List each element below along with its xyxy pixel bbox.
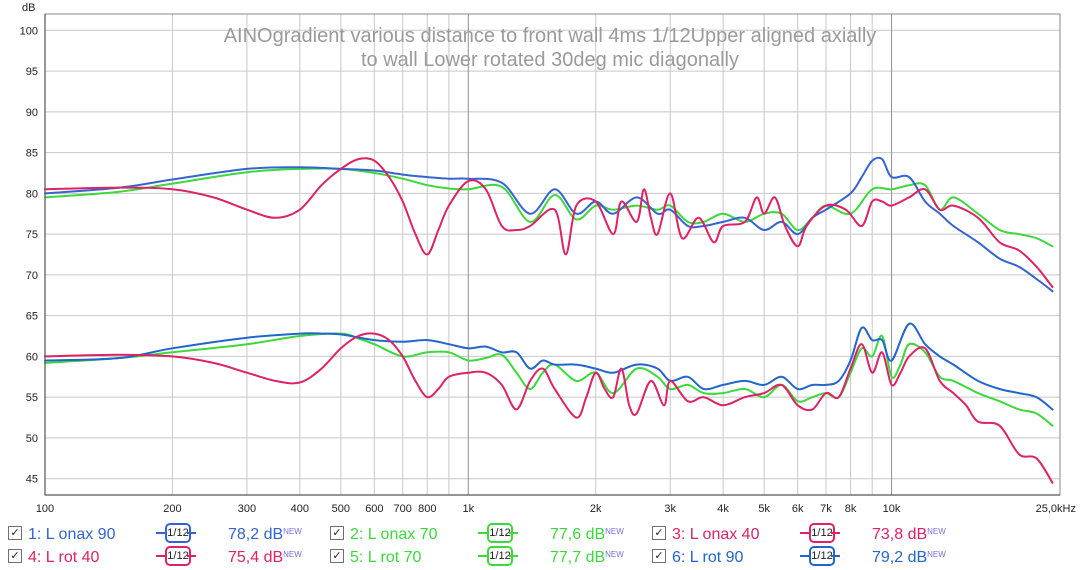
smoothing-button[interactable]: 1/12	[156, 523, 196, 543]
smoothing-label: 1/12	[487, 546, 513, 566]
x-tick-label: 6k	[792, 503, 804, 515]
x-tick-label: 500	[332, 503, 350, 515]
series-line-3	[44, 157, 1054, 289]
grid	[44, 14, 1060, 495]
chart-title-line: AINOgradient various distance to front w…	[224, 25, 877, 47]
new-badge: NEW	[283, 550, 302, 559]
series-line-6	[44, 322, 1054, 411]
y-tick-label: 95	[26, 66, 38, 78]
smoothing-button[interactable]: 1/12	[800, 523, 840, 543]
series-level: 79,2 dBNEW	[872, 549, 946, 566]
series-name: 1: L onax 90	[28, 526, 116, 543]
y-tick-label: 60	[26, 351, 38, 363]
x-axis-unit-label: 25,0kHz	[1036, 503, 1076, 515]
y-tick-label: 50	[26, 433, 38, 445]
smoothing-line-left	[478, 532, 487, 534]
smoothing-line-right	[187, 555, 196, 557]
legend-entry: ✓ 4: L rot 40 1/12 75,4 dBNEW	[8, 546, 328, 568]
axes: 45 50 55 60 65 70 75 80 85 90 95 100 100 200 300 400 500…	[20, 2, 1076, 515]
x-tick-label: 800	[418, 503, 436, 515]
smoothing-line-left	[800, 555, 809, 557]
smoothing-label: 1/12	[809, 523, 835, 543]
smoothing-line-left	[156, 555, 165, 557]
legend-entry: ✓ 2: L onax 70 1/12 77,6 dBNEW	[330, 523, 650, 545]
y-tick-label: 70	[26, 270, 38, 282]
new-badge: NEW	[605, 550, 624, 559]
series-level: 78,2 dBNEW	[228, 526, 302, 543]
smoothing-line-right	[831, 555, 840, 557]
smoothing-line-right	[509, 532, 518, 534]
x-tick-label: 300	[238, 503, 256, 515]
smoothing-button[interactable]: 1/12	[800, 546, 840, 566]
x-tick-label: 5k	[758, 503, 770, 515]
y-axis-label: dB	[22, 2, 35, 14]
x-tick-label: 3k	[664, 503, 676, 515]
chart-title-line: to wall Lower rotated 30deg mic diagonal…	[361, 49, 739, 71]
smoothing-line-right	[187, 532, 196, 534]
y-tick-label: 55	[26, 392, 38, 404]
x-tick-label: 100	[36, 503, 54, 515]
series-level: 77,7 dBNEW	[550, 549, 624, 566]
x-tick-label: 1k	[462, 503, 474, 515]
series-visibility-checkbox[interactable]: ✓	[330, 549, 344, 563]
y-tick-label: 75	[26, 229, 38, 241]
legend-entry: ✓ 6: L rot 90 1/12 79,2 dBNEW	[652, 546, 972, 568]
new-badge: NEW	[927, 527, 946, 536]
smoothing-line-left	[156, 532, 165, 534]
y-tick-label: 65	[26, 311, 38, 323]
chart-title: AINOgradient various distance to front w…	[224, 25, 877, 71]
x-tick-label: 10k	[883, 503, 901, 515]
x-tick-label: 400	[291, 503, 309, 515]
smoothing-line-right	[831, 532, 840, 534]
series-name: 5: L rot 70	[350, 549, 422, 566]
series-level: 77,6 dBNEW	[550, 526, 624, 543]
new-badge: NEW	[283, 527, 302, 536]
series-name: 3: L onax 40	[672, 526, 760, 543]
y-tick-label: 100	[20, 25, 38, 37]
legend-entry: ✓ 3: L onax 40 1/12 73,8 dBNEW	[652, 523, 972, 545]
series-visibility-checkbox[interactable]: ✓	[652, 549, 666, 563]
series-name: 6: L rot 90	[672, 549, 744, 566]
series-visibility-checkbox[interactable]: ✓	[8, 526, 22, 540]
x-tick-label: 700	[394, 503, 412, 515]
smoothing-button[interactable]: 1/12	[478, 546, 518, 566]
y-tick-label: 90	[26, 107, 38, 119]
plot-background	[45, 14, 1060, 495]
new-badge: NEW	[927, 550, 946, 559]
series-line-5	[44, 332, 1054, 427]
series-name: 4: L rot 40	[28, 549, 100, 566]
y-tick-label: 45	[26, 474, 38, 486]
x-tick-label: 600	[365, 503, 383, 515]
smoothing-button[interactable]: 1/12	[478, 523, 518, 543]
x-tick-label: 2k	[590, 503, 602, 515]
series-visibility-checkbox[interactable]: ✓	[8, 549, 22, 563]
legend-entry: ✓ 5: L rot 70 1/12 77,7 dBNEW	[330, 546, 650, 568]
series-visibility-checkbox[interactable]: ✓	[652, 526, 666, 540]
smoothing-button[interactable]: 1/12	[156, 546, 196, 566]
y-tick-label: 85	[26, 148, 38, 160]
smoothing-line-right	[509, 555, 518, 557]
smoothing-line-left	[478, 555, 487, 557]
x-tick-label: 7k	[820, 503, 832, 515]
series-visibility-checkbox[interactable]: ✓	[330, 526, 344, 540]
y-tick-label: 80	[26, 188, 38, 200]
series-level: 75,4 dBNEW	[228, 549, 302, 566]
x-tick-label: 4k	[717, 503, 729, 515]
series-name: 2: L onax 70	[350, 526, 438, 543]
new-badge: NEW	[605, 527, 624, 536]
smoothing-label: 1/12	[165, 546, 191, 566]
x-tick-label: 8k	[845, 503, 857, 515]
x-tick-label: 200	[163, 503, 181, 515]
series-line-4	[44, 332, 1054, 484]
series-group	[44, 156, 1054, 484]
series-level: 73,8 dBNEW	[872, 526, 946, 543]
smoothing-line-left	[800, 532, 809, 534]
chart-area: 45 50 55 60 65 70 75 80 85 90 95 100 100 200 300 400 500…	[20, 2, 1076, 515]
legend-entry: ✓ 1: L onax 90 1/12 78,2 dBNEW	[8, 523, 328, 545]
